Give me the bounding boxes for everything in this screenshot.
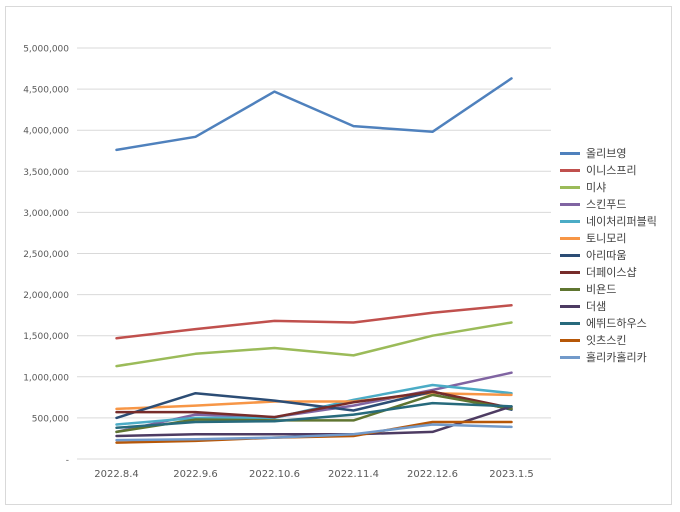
legend-swatch (560, 305, 580, 308)
legend-swatch (560, 322, 580, 325)
legend-swatch (560, 288, 580, 291)
legend-item: 더페이스샵 (560, 264, 672, 281)
x-tick-label: 2022.11.4 (328, 469, 379, 480)
legend-item: 네이처리퍼블릭 (560, 213, 672, 230)
x-tick-label: 2022.12.6 (407, 469, 458, 480)
legend-item: 홀리카홀리카 (560, 349, 672, 366)
y-tick-label: 3,000,000 (23, 209, 69, 219)
y-tick-label: 500,000 (32, 414, 69, 424)
legend-swatch (560, 271, 580, 274)
legend-item: 에뛰드하우스 (560, 315, 672, 332)
series-line (115, 77, 513, 152)
series-line (115, 321, 513, 368)
legend-swatch (560, 152, 580, 155)
y-tick-label: 4,000,000 (23, 127, 69, 137)
legend-label: 홀리카홀리카 (586, 351, 647, 364)
series-line (115, 390, 513, 419)
legend-label: 잇츠스킨 (586, 334, 627, 347)
series-line (115, 405, 513, 438)
legend-swatch (560, 356, 580, 359)
legend-item: 토니모리 (560, 230, 672, 247)
series-line (115, 304, 513, 340)
legend-swatch (560, 220, 580, 223)
y-tick-label: 2,500,000 (23, 250, 69, 260)
legend-item: 아리따움 (560, 247, 672, 264)
legend-swatch (560, 169, 580, 172)
y-tick-label: 4,500,000 (23, 86, 69, 96)
series-line (115, 423, 513, 442)
legend-label: 아리따움 (586, 249, 627, 262)
legend-label: 더샘 (586, 300, 607, 313)
x-tick-label: 2023.1.5 (489, 469, 534, 480)
legend-label: 스킨푸드 (586, 198, 627, 211)
y-tick-label: 5,000,000 (23, 45, 69, 55)
legend-item: 비욘드 (560, 281, 672, 298)
legend-label: 에뛰드하우스 (586, 317, 647, 330)
y-tick-label: - (66, 456, 69, 466)
legend-item: 스킨푸드 (560, 196, 672, 213)
legend-item: 올리브영 (560, 145, 672, 162)
legend-label: 미샤 (586, 181, 607, 194)
legend-item: 이니스프리 (560, 162, 672, 179)
series-line (115, 401, 513, 430)
legend-swatch (560, 339, 580, 342)
y-tick-label: 3,500,000 (23, 168, 69, 178)
x-tick-label: 2022.9.6 (173, 469, 218, 480)
legend-label: 네이처리퍼블릭 (586, 215, 657, 228)
x-tick-label: 2022.8.4 (94, 469, 139, 480)
line-chart: - 500,000 1,000,000 1,500,000 2,000,000 2,500… (23, 45, 551, 480)
legend-label: 이니스프리 (586, 164, 637, 177)
legend-swatch (560, 186, 580, 189)
legend-label: 올리브영 (586, 147, 627, 160)
legend-label: 비욘드 (586, 283, 617, 296)
legend-item: 더샘 (560, 298, 672, 315)
legend-item: 잇츠스킨 (560, 332, 672, 349)
legend-label: 더페이스샵 (586, 266, 637, 279)
legend-swatch (560, 237, 580, 240)
x-tick-label: 2022.10.6 (249, 469, 300, 480)
legend-item: 미샤 (560, 179, 672, 196)
series-line (115, 393, 513, 434)
y-tick-label: 1,500,000 (23, 332, 69, 342)
legend-swatch (560, 203, 580, 206)
y-tick-label: 2,000,000 (23, 291, 69, 301)
legend-swatch (560, 254, 580, 257)
legend-label: 토니모리 (586, 232, 627, 245)
y-tick-label: 1,000,000 (23, 373, 69, 383)
